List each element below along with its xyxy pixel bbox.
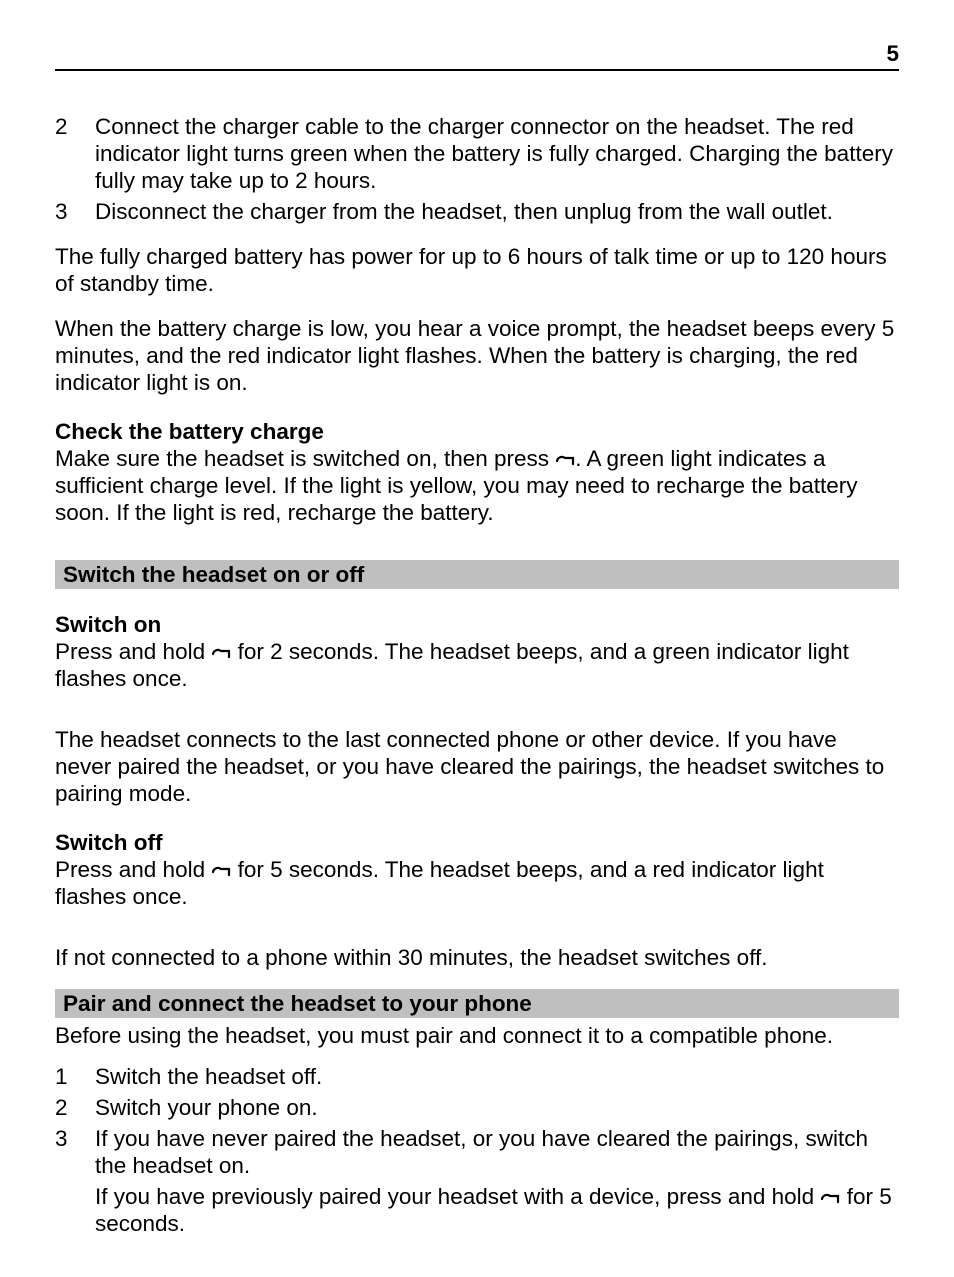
text-fragment: If you have previously paired your heads… — [95, 1184, 820, 1209]
paragraph: Before using the headset, you must pair … — [55, 1022, 899, 1049]
heading-switch-off: Switch off — [55, 829, 899, 856]
list-text: If you have never paired the headset, or… — [95, 1125, 899, 1179]
paragraph: The fully charged battery has power for … — [55, 243, 899, 297]
list-number: 2 — [55, 113, 95, 194]
list-number: 3 — [55, 1125, 95, 1179]
section-heading-pair: Pair and connect the headset to your pho… — [55, 989, 899, 1018]
list-text: Connect the charger cable to the charger… — [95, 113, 899, 194]
multifunction-button-icon — [211, 865, 231, 879]
list-subtext: If you have previously paired your heads… — [95, 1183, 899, 1237]
list-text: Switch your phone on. — [95, 1094, 899, 1121]
page-header: 5 — [55, 40, 899, 71]
list-item: 1 Switch the headset off. — [55, 1063, 899, 1090]
text-fragment: Press and hold — [55, 639, 211, 664]
list-number: 3 — [55, 198, 95, 225]
list-text: Disconnect the charger from the headset,… — [95, 198, 899, 225]
list-number: 2 — [55, 1094, 95, 1121]
paragraph: Press and hold for 2 seconds. The headse… — [55, 638, 899, 692]
section-heading-switch: Switch the headset on or off — [55, 560, 899, 589]
list-text: Switch the headset off. — [95, 1063, 899, 1090]
paragraph: Press and hold for 5 seconds. The headse… — [55, 856, 899, 910]
page-number: 5 — [886, 40, 899, 67]
list-item: 3 If you have never paired the headset, … — [55, 1125, 899, 1179]
paragraph: If not connected to a phone within 30 mi… — [55, 944, 899, 971]
multifunction-button-icon — [555, 454, 575, 468]
list-item: 2 Connect the charger cable to the charg… — [55, 113, 899, 194]
heading-check-battery: Check the battery charge — [55, 418, 899, 445]
multifunction-button-icon — [820, 1192, 840, 1206]
list-item: 3 Disconnect the charger from the headse… — [55, 198, 899, 225]
paragraph: Make sure the headset is switched on, th… — [55, 445, 899, 526]
list-number: 1 — [55, 1063, 95, 1090]
heading-switch-on: Switch on — [55, 611, 899, 638]
paragraph: When the battery charge is low, you hear… — [55, 315, 899, 396]
multifunction-button-icon — [211, 647, 231, 661]
list-item: 2 Switch your phone on. — [55, 1094, 899, 1121]
paragraph: The headset connects to the last connect… — [55, 726, 899, 807]
text-fragment: Make sure the headset is switched on, th… — [55, 446, 555, 471]
text-fragment: Press and hold — [55, 857, 211, 882]
document-page: 5 2 Connect the charger cable to the cha… — [0, 0, 954, 1277]
